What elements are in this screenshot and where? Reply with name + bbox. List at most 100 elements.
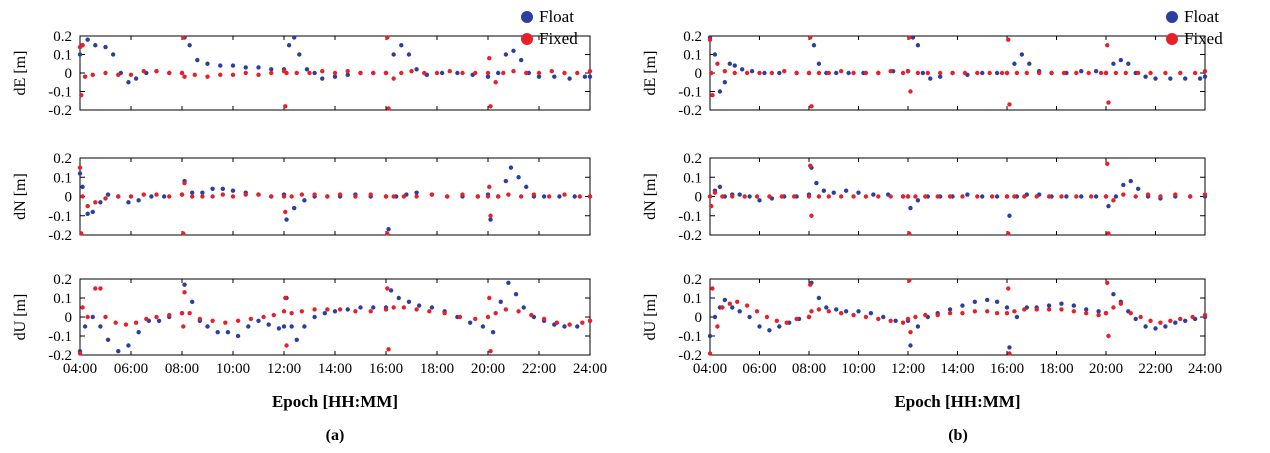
data-point-fixed <box>181 324 186 329</box>
data-point-fixed <box>1105 161 1110 166</box>
data-point-float <box>297 52 302 57</box>
data-point-fixed <box>1106 231 1111 236</box>
data-point-float <box>406 52 412 57</box>
data-point-fixed <box>809 104 814 109</box>
data-point-fixed <box>79 231 84 236</box>
data-point-fixed <box>707 351 713 356</box>
data-point-fixed <box>994 311 1000 316</box>
data-point-float <box>1153 76 1158 81</box>
data-point-float <box>386 227 391 232</box>
data-point-fixed <box>320 68 325 74</box>
data-point-float <box>1106 203 1111 209</box>
data-point-fixed <box>493 311 498 316</box>
data-point-fixed <box>985 309 990 314</box>
y-tick-label: 0.1 <box>53 291 72 307</box>
y-tick-label: -0.2 <box>48 103 72 119</box>
data-point-fixed <box>529 312 534 318</box>
y-axis-label: dU [m] <box>12 294 29 341</box>
data-point-fixed <box>851 194 856 199</box>
data-point-float <box>518 57 524 63</box>
data-point-float <box>516 175 521 180</box>
data-point-float <box>284 217 289 222</box>
data-point-fixed <box>1034 194 1039 199</box>
data-point-fixed <box>744 303 750 308</box>
data-point-float <box>1007 345 1012 350</box>
x-tick-label: 24:00 <box>1188 361 1222 377</box>
x-axis-label: Epoch [HH:MM] <box>272 392 398 411</box>
data-point-fixed <box>1004 311 1010 316</box>
data-point-fixed <box>386 347 391 352</box>
data-point-fixed <box>907 35 912 40</box>
data-point-fixed <box>794 70 799 76</box>
data-point-float <box>834 70 839 76</box>
data-point-fixed <box>900 320 906 325</box>
data-point-fixed <box>826 309 831 314</box>
data-point-fixed <box>1103 70 1109 76</box>
data-point-fixed <box>473 316 478 322</box>
data-point-float <box>1012 61 1017 66</box>
data-point-float <box>1014 314 1020 320</box>
data-point-float <box>116 349 121 354</box>
data-point-fixed <box>1145 192 1151 197</box>
data-point-float <box>511 48 516 53</box>
data-point-float <box>1135 186 1141 191</box>
data-point-fixed <box>950 70 955 76</box>
data-point-fixed <box>371 70 376 76</box>
data-point-float <box>506 280 511 285</box>
data-point-fixed <box>85 203 90 209</box>
data-point-fixed <box>473 70 478 76</box>
data-point-fixed <box>876 70 881 76</box>
data-point-float <box>256 318 261 323</box>
data-point-float <box>332 309 338 314</box>
data-point-fixed <box>485 70 491 76</box>
x-tick-label: 12:00 <box>891 361 925 377</box>
data-point-fixed <box>531 192 537 197</box>
data-point-fixed <box>709 70 714 76</box>
data-point-float <box>98 324 103 329</box>
data-point-float <box>1121 182 1126 188</box>
data-point-fixed <box>506 192 511 197</box>
data-point-float <box>1064 194 1069 199</box>
data-point-fixed <box>999 70 1005 76</box>
data-point-float <box>103 44 108 50</box>
data-point-fixed <box>1202 68 1208 74</box>
x-tick-label: 12:00 <box>267 361 301 377</box>
y-tick-label: 0.1 <box>683 170 702 186</box>
data-point-float <box>161 194 167 199</box>
data-point-float <box>910 35 916 40</box>
data-point-fixed <box>283 209 288 215</box>
data-point-float <box>345 307 350 312</box>
y-axis-label: dE [m] <box>642 51 659 96</box>
y-axis-label: dU [m] <box>642 294 659 341</box>
data-point-fixed <box>1202 192 1208 197</box>
data-point-float <box>757 324 762 329</box>
data-point-fixed <box>987 70 992 76</box>
data-point-fixed <box>1006 231 1011 236</box>
data-point-float <box>467 320 473 325</box>
data-point-fixed <box>399 70 404 76</box>
data-point-float <box>496 70 501 76</box>
data-point-fixed <box>925 70 930 76</box>
data-point-fixed <box>496 194 501 199</box>
data-point-float <box>371 305 376 310</box>
data-point-float <box>1079 68 1084 74</box>
data-point-float <box>843 309 849 314</box>
data-point-fixed <box>123 322 129 327</box>
y-tick-label: -0.1 <box>678 85 702 101</box>
data-point-fixed <box>851 312 856 318</box>
data-point-fixed <box>838 68 844 74</box>
data-point-fixed <box>281 309 287 314</box>
data-point-fixed <box>913 194 918 199</box>
data-point-float <box>332 74 338 79</box>
data-point-fixed <box>937 70 943 76</box>
data-point-fixed <box>905 68 911 74</box>
x-tick-label: 16:00 <box>990 361 1024 377</box>
x-tick-label: 24:00 <box>573 361 607 377</box>
data-point-float <box>915 43 921 48</box>
data-point-fixed <box>1086 70 1091 76</box>
data-point-fixed <box>1178 70 1183 76</box>
data-point-fixed <box>947 194 953 199</box>
data-point-float <box>1143 74 1148 79</box>
data-point-float <box>205 324 210 329</box>
